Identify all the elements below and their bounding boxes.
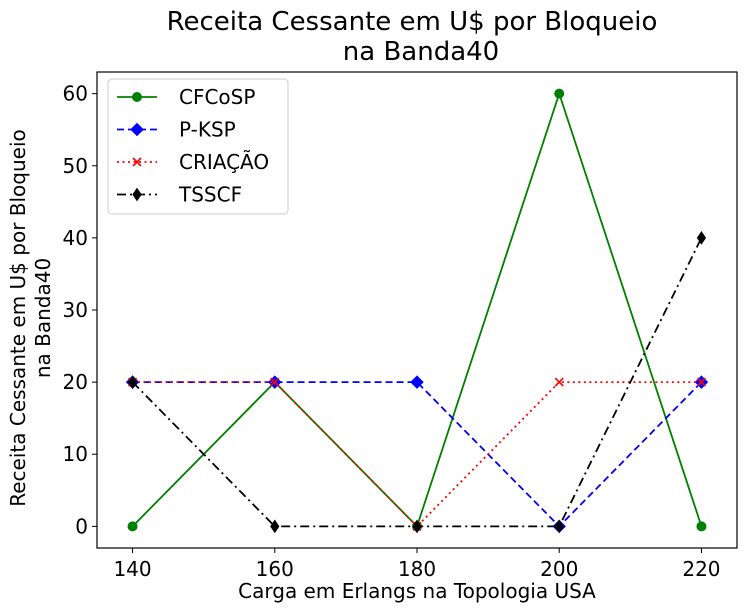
x-axis-label: Carga em Erlangs na Topologia USA	[238, 579, 596, 603]
x-tick-label: 220	[682, 557, 720, 581]
y-tick-label: 10	[63, 442, 88, 466]
y-tick-label: 30	[63, 298, 88, 322]
legend-item: TSSCF	[117, 183, 242, 207]
chart-title-line-1: Receita Cessante em U$ por Bloqueio	[167, 7, 658, 37]
legend-box	[107, 78, 289, 215]
series-line	[132, 381, 703, 528]
legend-marker	[132, 157, 142, 167]
legend-marker	[132, 92, 142, 102]
legend-label: CRIAÇÃO	[179, 150, 269, 174]
chart-title-line-2: na Banda40	[343, 37, 499, 67]
series-tsscf	[127, 230, 707, 534]
y-axis-label-line-1: Receita Cessante em U$ por Bloqueio	[6, 129, 30, 507]
data-point	[554, 519, 564, 534]
legend-marker	[130, 122, 144, 137]
y-tick-label: 0	[75, 514, 88, 538]
series-cria-o	[127, 377, 707, 531]
data-point	[696, 230, 707, 245]
y-axis-label-line-2: na Banda40	[31, 258, 55, 378]
data-point	[696, 377, 707, 387]
data-point	[127, 375, 138, 390]
y-tick-label: 40	[63, 226, 88, 250]
data-point	[412, 519, 422, 534]
legend-item: P-KSP	[117, 118, 236, 142]
x-tick-label: 160	[256, 557, 294, 581]
y-tick-label: 60	[63, 82, 88, 106]
x-tick-label: 140	[113, 557, 151, 581]
legend-item: CFCoSP	[117, 85, 255, 109]
series-p-ksp	[125, 375, 709, 534]
data-point	[554, 88, 565, 99]
series-line	[132, 381, 702, 528]
legend-item: CRIAÇÃO	[117, 150, 269, 174]
data-point	[127, 521, 138, 532]
y-tick-label: 20	[63, 370, 88, 394]
data-point	[410, 375, 424, 389]
legend: CFCoSP P-KSP CRIAÇÃO TSSCF	[107, 78, 289, 215]
legend-label: CFCoSP	[179, 85, 255, 109]
x-tick-label: 180	[398, 557, 436, 581]
y-tick-label: 50	[63, 154, 88, 178]
legend-label: TSSCF	[178, 183, 242, 207]
legend-label: P-KSP	[179, 118, 236, 142]
data-point	[696, 521, 707, 532]
data-point	[554, 377, 564, 387]
data-point	[270, 519, 280, 534]
legend-marker	[132, 187, 142, 202]
data-point	[270, 377, 280, 387]
x-tick-label: 200	[540, 557, 578, 581]
